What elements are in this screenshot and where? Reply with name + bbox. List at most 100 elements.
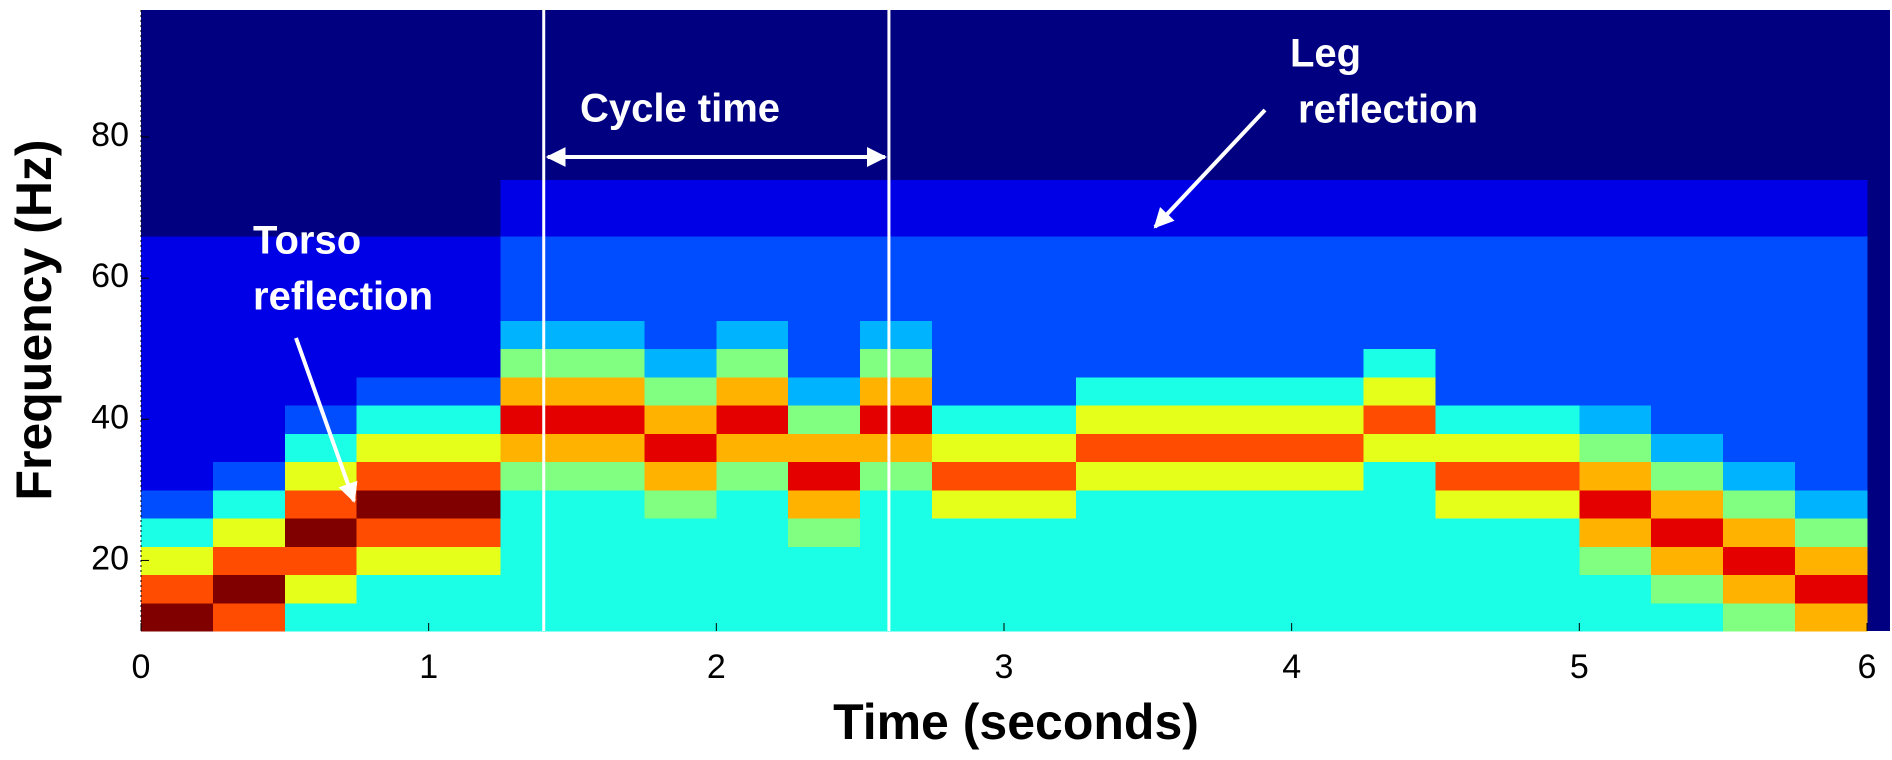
cell xyxy=(932,207,1005,237)
cell xyxy=(788,320,861,350)
cell xyxy=(1795,320,1868,350)
x-tick-label: 4 xyxy=(1282,648,1301,686)
cell xyxy=(1723,461,1796,491)
cell xyxy=(1003,405,1077,434)
cell xyxy=(644,433,717,463)
cell xyxy=(1363,151,1436,180)
cell xyxy=(1651,461,1724,491)
cell xyxy=(788,518,861,547)
cell xyxy=(716,433,789,463)
cell xyxy=(1579,66,1652,96)
cell xyxy=(1363,38,1436,67)
cell xyxy=(500,433,573,463)
cell xyxy=(1435,264,1508,293)
cell xyxy=(1363,433,1436,463)
cell xyxy=(572,320,645,350)
cell xyxy=(716,461,789,491)
cell xyxy=(1219,207,1293,237)
cell xyxy=(1363,10,1436,39)
cell xyxy=(572,122,645,152)
cell xyxy=(1723,348,1796,378)
cell xyxy=(141,122,214,152)
cell xyxy=(932,405,1005,434)
cell xyxy=(1291,66,1365,96)
cell xyxy=(860,602,933,632)
cell xyxy=(1579,348,1652,378)
cell xyxy=(1291,122,1365,152)
cell xyxy=(1507,405,1580,434)
cell xyxy=(1219,405,1293,434)
cell xyxy=(788,38,861,67)
x-tick-label: 0 xyxy=(132,648,151,686)
overlay: Torso reflection Cycle time Leg reflection xyxy=(140,10,1868,631)
cell xyxy=(644,207,717,237)
cell xyxy=(1219,320,1293,350)
cell xyxy=(1723,94,1796,124)
cell xyxy=(428,151,502,180)
cell xyxy=(1291,179,1365,209)
cell xyxy=(572,94,645,124)
cell xyxy=(644,264,717,293)
cell xyxy=(788,546,861,576)
cell xyxy=(1291,264,1365,293)
cell xyxy=(644,348,717,378)
cell xyxy=(356,10,430,39)
cell xyxy=(716,518,789,547)
cell xyxy=(212,94,286,124)
cell xyxy=(1651,489,1724,519)
cell xyxy=(284,320,358,350)
cell xyxy=(1723,207,1796,237)
cell xyxy=(644,461,717,491)
cell xyxy=(141,320,214,350)
cell xyxy=(1291,207,1365,237)
cell xyxy=(1795,179,1868,209)
cell xyxy=(1651,376,1724,406)
cell xyxy=(1507,179,1580,209)
cell xyxy=(500,602,573,632)
cell xyxy=(572,66,645,96)
cell xyxy=(1579,207,1652,237)
cell xyxy=(1075,179,1149,209)
cell xyxy=(141,461,214,491)
cell xyxy=(1579,518,1652,547)
cell xyxy=(572,348,645,378)
cell xyxy=(1003,38,1077,67)
cell xyxy=(1507,433,1580,463)
cell xyxy=(1579,405,1652,434)
cell xyxy=(932,292,1005,321)
cell xyxy=(356,38,430,67)
cell xyxy=(1147,546,1221,576)
cell xyxy=(1003,518,1077,547)
cell xyxy=(1075,461,1149,491)
cell xyxy=(788,376,861,406)
cell xyxy=(788,10,861,39)
cell xyxy=(932,10,1005,39)
cell xyxy=(1075,264,1149,293)
cell xyxy=(1651,320,1724,350)
cell xyxy=(428,122,502,152)
cell xyxy=(1291,151,1365,180)
cell xyxy=(356,122,430,152)
cell xyxy=(1579,376,1652,406)
cell xyxy=(1291,320,1365,350)
cell xyxy=(284,122,358,152)
cell xyxy=(572,489,645,519)
cell xyxy=(1291,489,1365,519)
cell xyxy=(1363,94,1436,124)
cell xyxy=(284,179,358,209)
cell xyxy=(644,38,717,67)
cell xyxy=(1795,66,1868,96)
cell xyxy=(1795,94,1868,124)
cell xyxy=(141,151,214,180)
cell xyxy=(1363,376,1436,406)
cell xyxy=(788,602,861,632)
cell xyxy=(1579,433,1652,463)
cell xyxy=(1075,348,1149,378)
cell xyxy=(1723,376,1796,406)
cell xyxy=(860,10,933,39)
cell xyxy=(572,292,645,321)
cell xyxy=(860,66,933,96)
cell xyxy=(428,574,502,604)
cell xyxy=(141,405,214,434)
cell xyxy=(788,348,861,378)
